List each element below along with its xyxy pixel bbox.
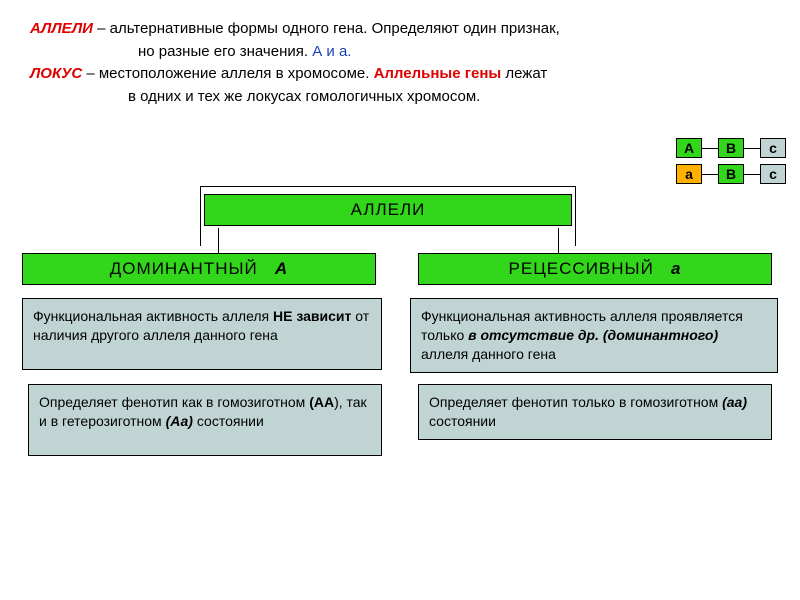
gene-box: с (760, 138, 786, 158)
gene-connector (702, 148, 718, 149)
gene-boxes: АВс аВс (676, 138, 786, 190)
recessive-note: а (671, 259, 681, 278)
def-line-3: ЛОКУС – местоположение аллеля в хромосом… (30, 63, 770, 86)
gene-connector (744, 174, 760, 175)
connector-v-right (558, 228, 559, 253)
def-line-4: в одних и тех же локусах гомологичных хр… (30, 86, 770, 109)
term-alleli: АЛЛЕЛИ (30, 20, 93, 37)
dominant-title-box: ДОМИНАНТНЫЙ А (22, 253, 376, 285)
definitions-block: АЛЛЕЛИ – альтернативные формы одного ген… (30, 18, 770, 108)
root-alleli-box: АЛЛЕЛИ (204, 194, 572, 226)
dominant-desc-2: Определяет фенотип как в гомозиготном (А… (28, 384, 382, 456)
gene-box: А (676, 138, 702, 158)
gene-box: с (760, 164, 786, 184)
def-line-2: но разные его значения. А и а. (30, 41, 770, 64)
gene-connector (702, 174, 718, 175)
root-label: АЛЛЕЛИ (351, 200, 426, 219)
gene-row-1: АВс (676, 138, 786, 158)
gene-box: а (676, 164, 702, 184)
gene-connector (744, 148, 760, 149)
dominant-note: А (275, 259, 288, 278)
allele-notation: А и а. (312, 43, 351, 60)
gene-box: В (718, 138, 744, 158)
dominant-desc-1: Функциональная активность аллеля НЕ зави… (22, 298, 382, 370)
gene-row-2: аВс (676, 164, 786, 184)
recessive-desc-2: Определяет фенотип только в гомозиготном… (418, 384, 772, 440)
dominant-title: ДОМИНАНТНЫЙ (110, 259, 258, 278)
term-allelic-genes: Аллельные гены (374, 65, 502, 82)
recessive-desc-1: Функциональная активность аллеля проявля… (410, 298, 778, 373)
term-locus: ЛОКУС (30, 65, 82, 82)
recessive-title-box: РЕЦЕССИВНЫЙ а (418, 253, 772, 285)
gene-box: В (718, 164, 744, 184)
connector-v-left (218, 228, 219, 253)
recessive-title: РЕЦЕССИВНЫЙ (509, 259, 654, 278)
def-line-1: АЛЛЕЛИ – альтернативные формы одного ген… (30, 18, 770, 41)
